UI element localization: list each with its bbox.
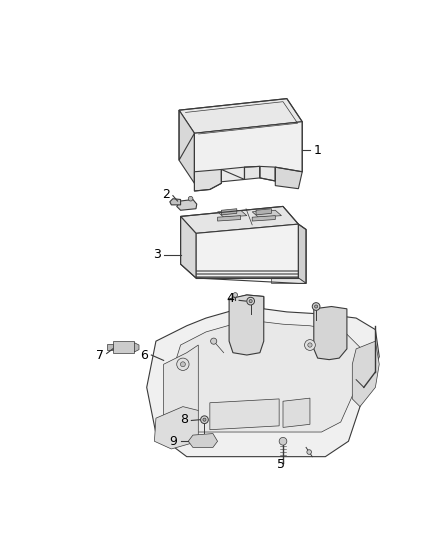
Circle shape xyxy=(203,418,206,421)
Circle shape xyxy=(177,358,189,370)
Polygon shape xyxy=(276,167,302,189)
Polygon shape xyxy=(180,206,298,233)
Text: 3: 3 xyxy=(153,248,161,261)
Polygon shape xyxy=(221,209,237,215)
Circle shape xyxy=(312,303,320,310)
Polygon shape xyxy=(218,210,247,217)
Circle shape xyxy=(249,300,252,303)
Polygon shape xyxy=(194,122,302,183)
Circle shape xyxy=(180,362,185,367)
Polygon shape xyxy=(177,199,197,210)
Text: 5: 5 xyxy=(277,458,285,471)
Polygon shape xyxy=(218,216,240,221)
Polygon shape xyxy=(164,345,198,422)
Text: 8: 8 xyxy=(180,413,188,426)
Text: 2: 2 xyxy=(162,188,170,201)
Text: 6: 6 xyxy=(140,349,148,361)
Polygon shape xyxy=(196,224,298,278)
Text: 7: 7 xyxy=(95,349,103,361)
Polygon shape xyxy=(194,169,221,191)
Polygon shape xyxy=(113,341,134,353)
Polygon shape xyxy=(298,224,306,284)
Circle shape xyxy=(201,416,208,424)
Polygon shape xyxy=(107,344,113,350)
Polygon shape xyxy=(229,295,264,355)
Polygon shape xyxy=(180,216,196,278)
Text: 1: 1 xyxy=(314,144,321,157)
Circle shape xyxy=(308,343,312,347)
Circle shape xyxy=(304,340,315,350)
Polygon shape xyxy=(221,167,244,182)
Polygon shape xyxy=(147,295,379,457)
Polygon shape xyxy=(256,209,272,215)
Text: 9: 9 xyxy=(170,435,177,448)
Polygon shape xyxy=(210,399,279,430)
Circle shape xyxy=(314,305,318,308)
Polygon shape xyxy=(260,166,276,181)
Polygon shape xyxy=(244,166,260,180)
Polygon shape xyxy=(179,99,302,133)
Polygon shape xyxy=(314,306,347,360)
Polygon shape xyxy=(179,110,194,183)
Polygon shape xyxy=(283,398,310,427)
Polygon shape xyxy=(252,216,276,221)
Polygon shape xyxy=(352,341,379,407)
Circle shape xyxy=(307,450,311,454)
Circle shape xyxy=(279,438,287,445)
Polygon shape xyxy=(272,278,306,284)
Polygon shape xyxy=(134,343,139,352)
Polygon shape xyxy=(170,199,180,205)
Circle shape xyxy=(188,196,193,201)
Text: 4: 4 xyxy=(226,292,234,305)
Polygon shape xyxy=(155,407,198,449)
Polygon shape xyxy=(170,322,360,432)
Circle shape xyxy=(233,293,237,297)
Polygon shape xyxy=(188,433,218,447)
Circle shape xyxy=(247,297,254,305)
Polygon shape xyxy=(252,210,282,217)
Circle shape xyxy=(211,338,217,344)
